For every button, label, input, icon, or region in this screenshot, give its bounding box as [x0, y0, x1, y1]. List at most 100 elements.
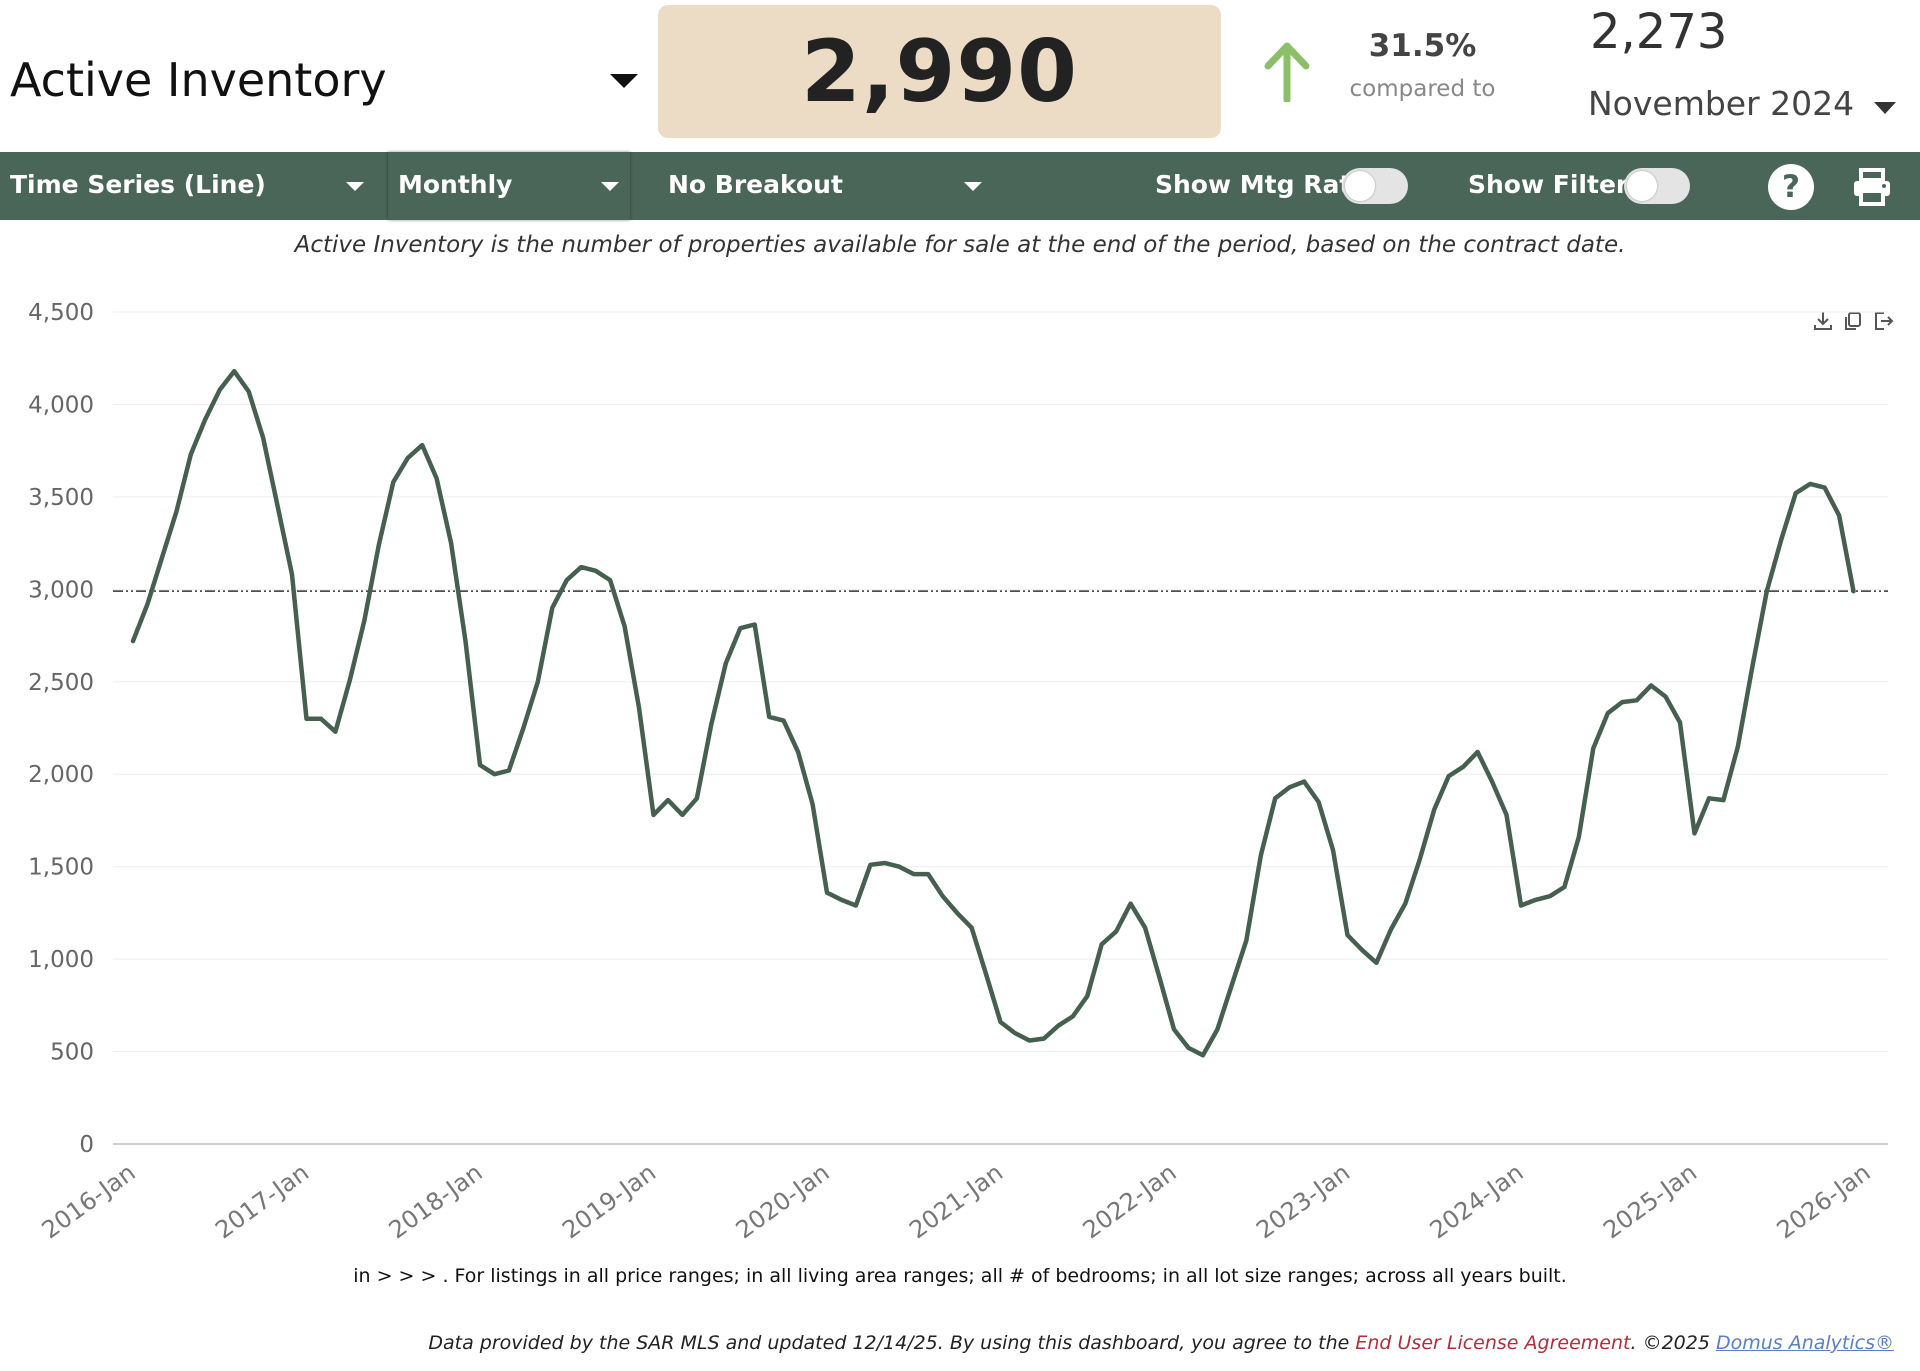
data-point[interactable]: [793, 747, 803, 757]
data-point[interactable]: [1010, 1028, 1020, 1038]
data-point[interactable]: [1559, 882, 1569, 892]
data-point[interactable]: [967, 923, 977, 933]
data-point[interactable]: [547, 603, 557, 613]
data-point[interactable]: [1733, 741, 1743, 751]
data-point[interactable]: [330, 727, 340, 737]
data-point[interactable]: [1270, 793, 1280, 803]
data-point[interactable]: [171, 507, 181, 517]
data-point[interactable]: [1053, 1021, 1063, 1031]
data-point[interactable]: [1516, 900, 1526, 910]
data-point[interactable]: [316, 714, 326, 724]
data-point[interactable]: [1082, 991, 1092, 1001]
data-point[interactable]: [1849, 586, 1859, 596]
data-point[interactable]: [446, 538, 456, 548]
data-point[interactable]: [996, 1017, 1006, 1027]
data-point[interactable]: [880, 858, 890, 868]
data-point[interactable]: [533, 677, 543, 687]
data-point[interactable]: [475, 760, 485, 770]
data-point[interactable]: [721, 658, 731, 668]
show-filters-toggle[interactable]: [1624, 168, 1690, 204]
data-point[interactable]: [677, 810, 687, 820]
data-point[interactable]: [1343, 930, 1353, 940]
data-point[interactable]: [518, 723, 528, 733]
data-point[interactable]: [952, 908, 962, 918]
data-point[interactable]: [1458, 762, 1468, 772]
data-point[interactable]: [489, 769, 499, 779]
data-point[interactable]: [1169, 1024, 1179, 1034]
data-point[interactable]: [1212, 1024, 1222, 1034]
data-point[interactable]: [258, 433, 268, 443]
data-point[interactable]: [1111, 926, 1121, 936]
data-point[interactable]: [865, 860, 875, 870]
data-point[interactable]: [938, 891, 948, 901]
data-point[interactable]: [1198, 1050, 1208, 1060]
data-point[interactable]: [461, 636, 471, 646]
data-point[interactable]: [1386, 925, 1396, 935]
data-point[interactable]: [142, 599, 152, 609]
data-point[interactable]: [1791, 488, 1801, 498]
data-point[interactable]: [1068, 1011, 1078, 1021]
data-point[interactable]: [1227, 980, 1237, 990]
data-point[interactable]: [388, 477, 398, 487]
data-point[interactable]: [229, 366, 239, 376]
data-point[interactable]: [981, 969, 991, 979]
data-point[interactable]: [186, 449, 196, 459]
data-point[interactable]: [1140, 923, 1150, 933]
data-point[interactable]: [1473, 747, 1483, 757]
data-point[interactable]: [417, 440, 427, 450]
download-icon[interactable]: [1812, 310, 1834, 332]
data-point[interactable]: [1747, 662, 1757, 672]
data-point[interactable]: [287, 570, 297, 580]
data-point[interactable]: [1429, 804, 1439, 814]
data-point[interactable]: [1400, 899, 1410, 909]
data-point[interactable]: [1039, 1034, 1049, 1044]
data-point[interactable]: [735, 623, 745, 633]
data-point[interactable]: [1704, 793, 1714, 803]
data-point[interactable]: [504, 766, 514, 776]
data-point[interactable]: [851, 900, 861, 910]
data-point[interactable]: [128, 636, 138, 646]
data-point[interactable]: [359, 616, 369, 626]
data-point[interactable]: [822, 888, 832, 898]
compare-period-dropdown[interactable]: November 2024: [1588, 84, 1896, 130]
data-point[interactable]: [1371, 958, 1381, 968]
data-point[interactable]: [1690, 828, 1700, 838]
print-icon[interactable]: [1852, 168, 1892, 206]
data-point[interactable]: [576, 562, 586, 572]
data-point[interactable]: [1574, 832, 1584, 842]
data-point[interactable]: [649, 810, 659, 820]
data-point[interactable]: [1024, 1035, 1034, 1045]
data-point[interactable]: [157, 553, 167, 563]
data-point[interactable]: [1834, 510, 1844, 520]
data-point[interactable]: [591, 566, 601, 576]
data-point[interactable]: [1502, 810, 1512, 820]
export-icon[interactable]: [1872, 310, 1894, 332]
breakout-dropdown[interactable]: No Breakout: [658, 152, 992, 220]
show-mtg-rate-toggle[interactable]: [1342, 168, 1408, 204]
data-point[interactable]: [200, 414, 210, 424]
data-point[interactable]: [1155, 973, 1165, 983]
frequency-dropdown[interactable]: Monthly: [388, 152, 630, 220]
data-point[interactable]: [764, 712, 774, 722]
data-point[interactable]: [1444, 771, 1454, 781]
data-point[interactable]: [1776, 534, 1786, 544]
data-point[interactable]: [1617, 697, 1627, 707]
data-point[interactable]: [620, 621, 630, 631]
data-point[interactable]: [1661, 692, 1671, 702]
data-point[interactable]: [345, 675, 355, 685]
data-point[interactable]: [1603, 708, 1613, 718]
data-point[interactable]: [403, 453, 413, 463]
data-point[interactable]: [374, 540, 384, 550]
eula-link[interactable]: End User License Agreement: [1355, 1332, 1631, 1354]
data-point[interactable]: [1097, 939, 1107, 949]
data-point[interactable]: [750, 619, 760, 629]
data-point[interactable]: [1256, 851, 1266, 861]
data-point[interactable]: [1632, 695, 1642, 705]
data-point[interactable]: [273, 501, 283, 511]
data-point[interactable]: [1675, 717, 1685, 727]
data-point[interactable]: [1820, 483, 1830, 493]
data-point[interactable]: [1415, 854, 1425, 864]
data-point[interactable]: [808, 799, 818, 809]
chart-type-dropdown[interactable]: Time Series (Line): [0, 152, 380, 220]
data-point[interactable]: [302, 714, 312, 724]
